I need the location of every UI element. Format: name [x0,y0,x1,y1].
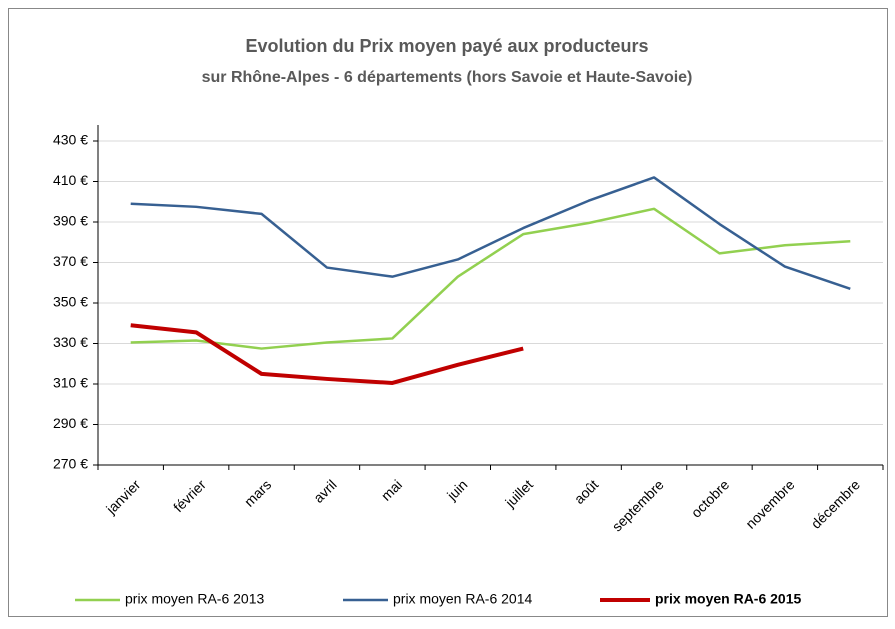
chart-border [8,8,888,617]
y-tick-label: 350 € [53,294,88,310]
series-line [130,176,851,291]
series-line [130,207,851,350]
y-tick-label: 390 € [53,213,88,229]
y-tick-label: 310 € [53,375,88,391]
series-line [130,323,524,385]
y-tick-label: 290 € [53,415,88,431]
chart-subtitle: sur Rhône-Alpes - 6 départements (hors S… [202,69,693,86]
y-tick-label: 430 € [53,132,88,148]
y-tick-label: 410 € [53,172,88,188]
y-tick-label: 270 € [53,456,88,472]
legend-label: prix moyen RA-6 2014 [393,591,533,607]
y-tick-label: 370 € [53,253,88,269]
legend-label: prix moyen RA-6 2015 [655,591,801,607]
legend-label: prix moyen RA-6 2013 [125,591,265,607]
y-tick-label: 330 € [53,334,88,350]
chart-title: Evolution du Prix moyen payé aux product… [245,36,648,56]
